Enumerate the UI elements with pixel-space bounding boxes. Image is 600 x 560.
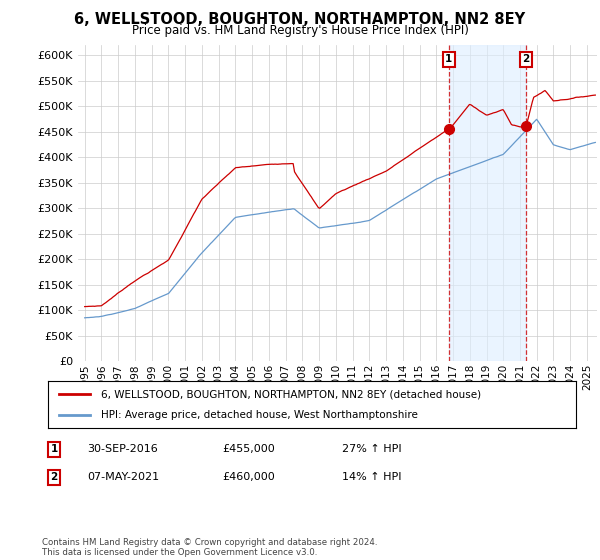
- Text: 2: 2: [522, 54, 529, 64]
- Text: 2: 2: [50, 472, 58, 482]
- Text: 6, WELLSTOOD, BOUGHTON, NORTHAMPTON, NN2 8EY (detached house): 6, WELLSTOOD, BOUGHTON, NORTHAMPTON, NN2…: [101, 389, 481, 399]
- Text: HPI: Average price, detached house, West Northamptonshire: HPI: Average price, detached house, West…: [101, 410, 418, 420]
- Text: £455,000: £455,000: [222, 444, 275, 454]
- Bar: [449, 45, 526, 361]
- Text: Price paid vs. HM Land Registry's House Price Index (HPI): Price paid vs. HM Land Registry's House …: [131, 24, 469, 37]
- Text: £460,000: £460,000: [222, 472, 275, 482]
- Text: 30-SEP-2016: 30-SEP-2016: [87, 444, 158, 454]
- Text: 27% ↑ HPI: 27% ↑ HPI: [342, 444, 401, 454]
- Text: 6, WELLSTOOD, BOUGHTON, NORTHAMPTON, NN2 8EY: 6, WELLSTOOD, BOUGHTON, NORTHAMPTON, NN2…: [74, 12, 526, 27]
- Text: 1: 1: [445, 54, 452, 64]
- Text: 1: 1: [50, 444, 58, 454]
- Text: 07-MAY-2021: 07-MAY-2021: [87, 472, 159, 482]
- Text: Contains HM Land Registry data © Crown copyright and database right 2024.
This d: Contains HM Land Registry data © Crown c…: [42, 538, 377, 557]
- Text: 14% ↑ HPI: 14% ↑ HPI: [342, 472, 401, 482]
